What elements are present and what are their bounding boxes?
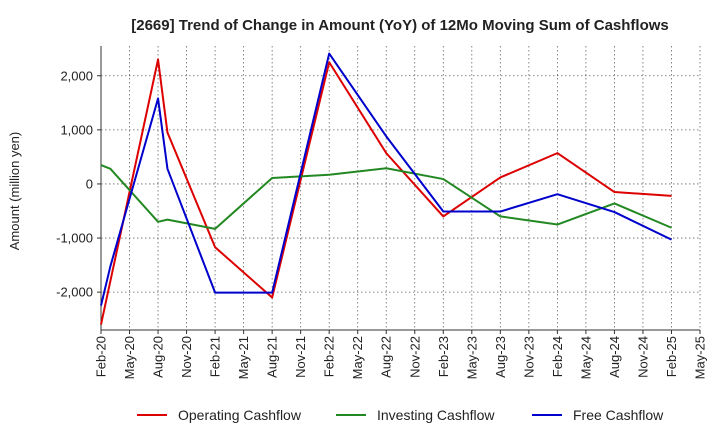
x-tick-label: May-23 — [464, 336, 479, 379]
series-line-investing-cashflow — [100, 164, 672, 230]
x-tick-label: May-20 — [122, 336, 137, 379]
x-tick-label: Nov-21 — [293, 336, 308, 378]
axis-layer: -2,000 -1,000 0 1,000 2,000 Feb-20 May-20 Aug-2… — [56, 46, 708, 379]
x-tick-label: Feb-24 — [550, 336, 565, 377]
y-tick-label: 0 — [86, 176, 93, 191]
y-axis-label: Amount (million yen) — [7, 132, 22, 251]
x-tick-label: Nov-20 — [179, 336, 194, 378]
y-tick-label: 2,000 — [60, 68, 93, 83]
x-tick-label: Feb-20 — [94, 336, 109, 377]
chart-title: [2669] Trend of Change in Amount (YoY) o… — [131, 17, 669, 34]
x-tick-label: Feb-25 — [664, 336, 679, 377]
grid-layer — [100, 46, 701, 330]
x-tick-label: May-25 — [693, 336, 708, 379]
x-tick-label: Nov-23 — [521, 336, 536, 378]
legend-label-free-cashflow: Free Cashflow — [573, 407, 664, 423]
y-tick-label: -1,000 — [56, 231, 93, 246]
series-layer — [100, 52, 672, 325]
legend: Operating Cashflow Investing Cashflow Free… — [137, 407, 664, 423]
legend-label-investing-cashflow: Investing Cashflow — [377, 407, 495, 423]
x-tick-label: Aug-23 — [493, 336, 508, 378]
x-tick-label: Feb-21 — [208, 336, 223, 377]
x-tick-label: Feb-23 — [436, 336, 451, 377]
x-tick-label: Aug-21 — [265, 336, 280, 378]
series-line-operating-cashflow — [100, 58, 672, 325]
x-tick-label: May-22 — [350, 336, 365, 379]
x-tick-label: Nov-22 — [407, 336, 422, 378]
x-tick-label: Aug-22 — [379, 336, 394, 378]
y-tick-label: 1,000 — [60, 122, 93, 137]
legend-label-operating-cashflow: Operating Cashflow — [178, 407, 302, 423]
x-tick-label: Feb-22 — [322, 336, 337, 377]
series-line-free-cashflow — [100, 52, 672, 306]
x-tick-label: Aug-24 — [607, 336, 622, 378]
x-tick-label: Nov-24 — [635, 336, 650, 378]
x-tick-label: May-24 — [578, 336, 593, 379]
x-tick-label: Aug-20 — [151, 336, 166, 378]
y-tick-label: -2,000 — [56, 285, 93, 300]
x-tick-label: May-21 — [236, 336, 251, 379]
